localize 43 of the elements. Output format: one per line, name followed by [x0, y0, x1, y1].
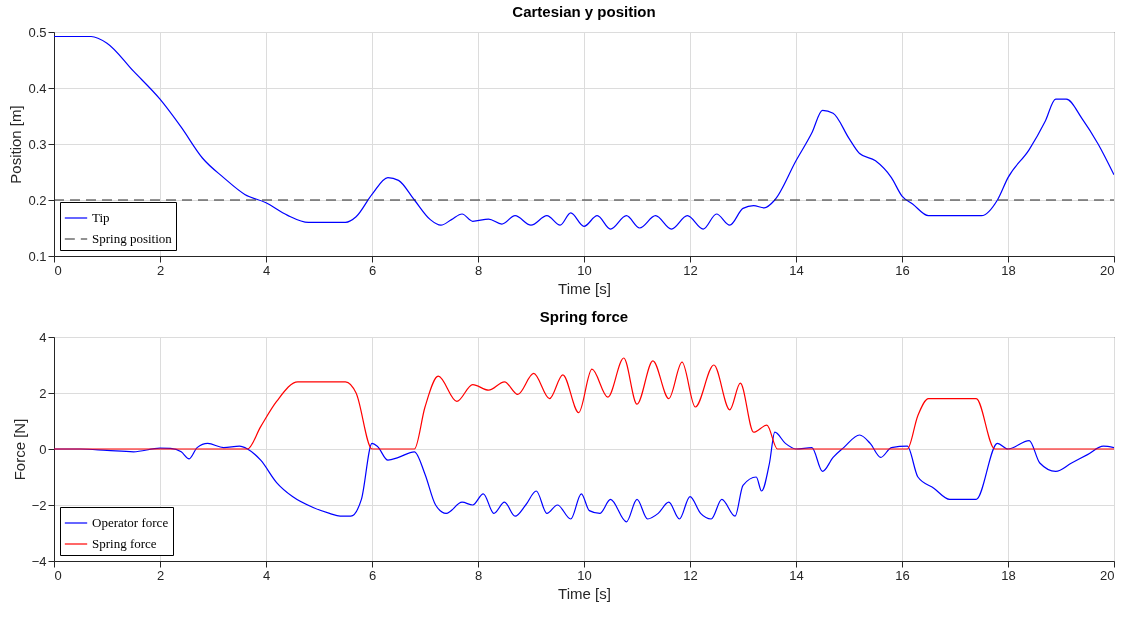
x-tick-label: 2	[156, 567, 165, 583]
y-tick-label: 0.3	[28, 136, 47, 152]
x-tick-label: 12	[683, 262, 698, 278]
line-series	[54, 357, 1114, 450]
y-tick-label: 2	[39, 385, 47, 401]
x-tick-label: 20	[1100, 262, 1115, 278]
y-tick-label: −4	[31, 553, 47, 569]
y-tick-label: 0.4	[28, 80, 47, 96]
y-tick-label: 0.5	[28, 24, 47, 40]
x-tick-label: 6	[368, 567, 377, 583]
chart-title: Cartesian y position	[512, 3, 656, 20]
x-tick-label: 18	[1001, 567, 1016, 583]
legend-label: Tip	[92, 210, 110, 225]
x-tick-label: 10	[577, 567, 592, 583]
x-tick-label: 8	[474, 567, 483, 583]
x-tick-label: 4	[262, 567, 271, 583]
x-axis-title: Time [s]	[558, 279, 611, 297]
y-tick-label: 0	[39, 441, 47, 457]
x-tick-label: 14	[789, 262, 804, 278]
x-axis-title: Time [s]	[558, 584, 611, 602]
x-tick-label: 14	[789, 567, 804, 583]
x-tick-label: 0	[54, 567, 62, 583]
x-tick-label: 18	[1001, 262, 1016, 278]
x-tick-label: 20	[1100, 567, 1115, 583]
legend-label: Spring position	[92, 231, 173, 246]
x-tick-label: 2	[156, 262, 165, 278]
x-tick-label: 6	[368, 262, 377, 278]
y-axis-title: Position [m]	[7, 105, 25, 184]
chart-title: Spring force	[539, 308, 629, 325]
y-tick-label: 0.1	[28, 248, 47, 264]
x-tick-label: 10	[577, 262, 592, 278]
y-tick-label: 0.2	[28, 192, 47, 208]
y-tick-label: −2	[31, 497, 47, 513]
x-tick-label: 16	[895, 567, 910, 583]
x-tick-label: 8	[474, 262, 483, 278]
x-tick-label: 0	[54, 262, 62, 278]
legend-label: Spring force	[92, 536, 157, 551]
x-tick-label: 12	[683, 567, 698, 583]
legend-label: Operator force	[92, 515, 169, 530]
x-tick-label: 4	[262, 262, 271, 278]
y-axis-title: Force [N]	[10, 418, 28, 481]
x-tick-label: 16	[895, 262, 910, 278]
y-tick-label: 4	[39, 329, 47, 345]
